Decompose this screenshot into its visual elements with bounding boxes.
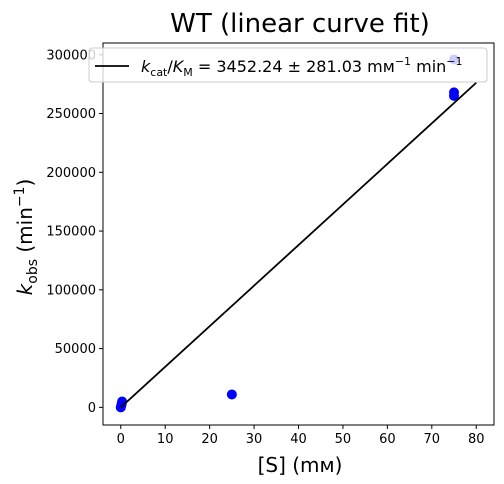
x-tick-label: 10 (157, 432, 174, 447)
plot-content (115, 54, 477, 413)
legend-box (88, 47, 488, 83)
y-tick-label: 250000 (46, 107, 96, 122)
data-point (449, 87, 460, 98)
legend-mid: min (411, 57, 446, 76)
x-tick-label: 60 (379, 432, 396, 447)
y-label-mid: (min (13, 207, 37, 259)
legend-sup1: −1 (395, 55, 411, 68)
legend-label: kcat/KM = 3452.24 ± 281.03 mм−1 min−1 (141, 55, 463, 79)
fit-line (120, 82, 477, 409)
y-label-base: k (13, 282, 37, 295)
x-tick-label: 30 (246, 432, 263, 447)
x-tick-label: 70 (424, 432, 441, 447)
y-axis-label: kobs (min−1) (12, 179, 41, 296)
y-tick-label: 300000 (46, 48, 96, 63)
x-tick-label: 50 (335, 432, 352, 447)
y-tick-label: 150000 (46, 225, 96, 240)
legend-s1: cat (150, 66, 168, 79)
y-label-end: ) (13, 179, 37, 187)
x-tick-label: 0 (117, 432, 125, 447)
x-tick-label: 40 (290, 432, 307, 447)
y-label-sub: obs (25, 259, 41, 284)
y-label-sup: −1 (12, 186, 28, 207)
y-tick-label: 100000 (46, 283, 96, 298)
chart-title: WT (linear curve fit) (170, 9, 430, 39)
legend: kcat/KM = 3452.24 ± 281.03 mм−1 min−1 (88, 47, 488, 83)
plot-frame (102, 42, 495, 426)
legend-sup2: −1 (446, 55, 462, 68)
x-tick-label: 20 (201, 432, 218, 447)
legend-rest: = 3452.24 ± 281.03 mм (193, 57, 395, 76)
y-tick-label: 0 (88, 401, 96, 416)
x-axis-label: [S] (mм) (258, 453, 343, 477)
y-axis-ticks: 0 50000 100000 150000 200000 250000 300000 (46, 48, 103, 416)
svg-text:kobs (min−1): kobs (min−1) (12, 179, 41, 296)
legend-s2: M (183, 66, 193, 79)
x-axis-ticks: 0 10 20 30 40 50 60 70 80 (117, 425, 485, 447)
x-tick-label: 80 (468, 432, 485, 447)
legend-slash: / (167, 57, 173, 76)
y-tick-label: 50000 (55, 342, 96, 357)
legend-k1: k (141, 57, 151, 76)
legend-k2: K (173, 57, 185, 76)
data-point (226, 389, 237, 400)
y-tick-label: 200000 (46, 166, 96, 181)
